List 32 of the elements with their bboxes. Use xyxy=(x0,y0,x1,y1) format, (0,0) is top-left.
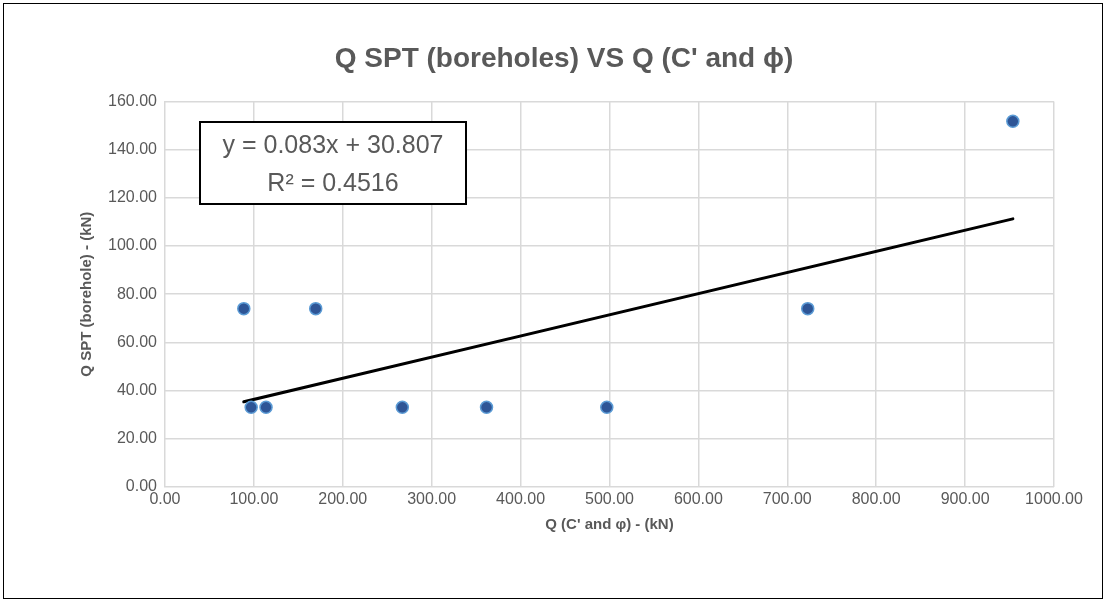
annotation: R² = 0.4516 xyxy=(266,167,400,198)
x-tick-label: 200.00 xyxy=(318,489,368,507)
y-tick-label: 40.00 xyxy=(116,380,158,398)
x-tick-label: 300.00 xyxy=(407,489,457,507)
x-tick-label: 900.00 xyxy=(940,489,990,507)
point xyxy=(1006,114,1020,129)
y-tick-label: 140.00 xyxy=(108,140,158,158)
point xyxy=(479,400,494,415)
x-tick-label: 600.00 xyxy=(673,489,723,507)
x-tick-label: 100.00 xyxy=(229,489,279,507)
point xyxy=(259,400,273,415)
point xyxy=(237,301,251,316)
x-tick-label: 400.00 xyxy=(496,489,546,507)
x-tick-label: 800.00 xyxy=(851,489,901,507)
chart-title: Q SPT (boreholes) VS Q (C' and ϕ) xyxy=(334,41,794,73)
y-tick-label: 100.00 xyxy=(108,236,158,254)
point xyxy=(395,400,410,415)
x-tick-label: 1000.00 xyxy=(1025,489,1084,507)
point xyxy=(308,301,323,316)
point xyxy=(600,400,614,415)
y-tick-label: 80.00 xyxy=(116,284,158,302)
x-tick-label: 700.00 xyxy=(762,489,812,507)
y-axis-title: Q SPT (borehole) - (kN) xyxy=(77,211,95,377)
x-tick-label: 500.00 xyxy=(585,489,635,507)
y-tick-label: 20.00 xyxy=(116,429,158,447)
annotation: y = 0.083x + 30.807 xyxy=(221,129,445,160)
point xyxy=(244,400,258,415)
y-tick-label: 60.00 xyxy=(116,332,158,350)
y-tick-label: 120.00 xyxy=(108,188,158,206)
x-axis-title: Q (C' and φ) - (kN) xyxy=(545,515,674,533)
y-tick-label: 160.00 xyxy=(108,92,158,110)
point xyxy=(800,301,815,316)
